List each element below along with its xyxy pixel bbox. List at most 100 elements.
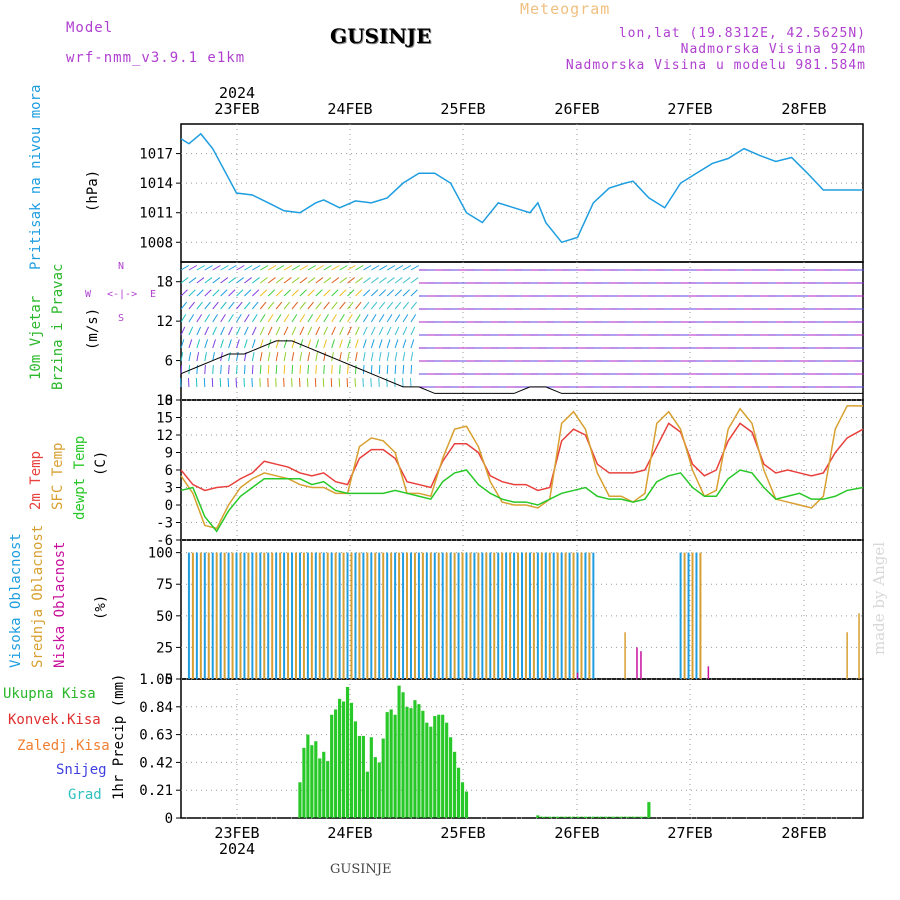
meteogram-label: Meteogram (520, 0, 611, 18)
wind-arrow (386, 364, 389, 375)
wind-arrow (243, 339, 248, 349)
wind-arrow (386, 301, 394, 310)
wind-arrow (323, 364, 325, 375)
wind-arrow (291, 352, 295, 362)
wind-arrow (386, 289, 395, 297)
wind-arrow (402, 265, 412, 271)
precip-bar (385, 712, 389, 818)
precip-bar (401, 692, 405, 818)
date-label-bottom: 26FEB (554, 824, 599, 842)
ytick-label-precip: 0.84 (139, 700, 173, 716)
wind-arrow (220, 301, 227, 310)
date-label-bottom: 23FEB (214, 824, 259, 842)
wind-arrow (323, 301, 330, 310)
wind-arrow (354, 339, 359, 349)
wind-arrow (236, 352, 239, 362)
wind-arrow (315, 339, 320, 349)
wind-arrow (180, 326, 186, 336)
precip-bar (397, 685, 401, 818)
wind-arrow (188, 326, 194, 336)
wind-arrow (196, 352, 200, 362)
wind-arrow (196, 326, 202, 336)
ytick-label-pressure: 1008 (139, 235, 173, 251)
wind-arrow (315, 277, 324, 284)
wind-arrow (188, 339, 193, 349)
wind-arrow (339, 364, 341, 375)
wind-arrow (267, 265, 277, 271)
date-label-top: 26FEB (554, 100, 599, 118)
wind-arrow (363, 277, 371, 284)
wind-arrow (386, 352, 390, 362)
precip-bar (349, 702, 354, 818)
wind-arrow (291, 314, 298, 323)
wind-arrow (355, 301, 362, 310)
wind-arrow (228, 277, 237, 284)
precip-bar (453, 751, 457, 818)
precip-bar (567, 816, 572, 818)
wind-arrow (339, 289, 347, 297)
wind-arrow (402, 289, 410, 297)
wind-arrow (378, 314, 385, 323)
wind-arrow (378, 352, 382, 362)
temp-label-3: dewpt Temp (72, 435, 88, 520)
wind-label-1: 10m Vjetar (28, 295, 44, 380)
ytick-label-precip: 0.21 (139, 783, 173, 799)
wind-arrow (323, 326, 329, 336)
precip-bar (393, 714, 397, 818)
wind-arrow (196, 289, 204, 297)
ytick-label-temp: -3 (156, 516, 173, 532)
wind-arrow (323, 352, 326, 362)
precip-unit: 1hr Precip (mm) (111, 673, 127, 800)
wind-arrow (394, 289, 402, 297)
wind-arrow (307, 326, 313, 336)
wind-arrow (259, 289, 268, 297)
temp-label-1: 2m Temp (28, 450, 44, 510)
cloud-label-1: Visoka Oblacnost (8, 533, 24, 668)
wind-arrow (275, 364, 278, 375)
precip-bar (619, 816, 623, 818)
wind-arrow (228, 339, 232, 349)
wind-arrow (251, 314, 258, 323)
wind-arrow (339, 265, 348, 271)
wind-arrow (347, 364, 349, 375)
wind-arrow (283, 289, 291, 297)
wind-arrow (299, 277, 308, 284)
wind-arrow (347, 265, 356, 271)
precip-bar (599, 816, 603, 818)
wind-arrow (259, 301, 267, 310)
wind-arrow (402, 301, 410, 310)
ytick-label-cloud: 0 (165, 672, 173, 688)
wind-arrow (196, 265, 205, 271)
wind-arrow (204, 339, 209, 349)
wind-arrow (362, 339, 367, 349)
wind-arrow (180, 301, 188, 310)
wind-arrow (355, 314, 361, 323)
model-label: Model (66, 20, 114, 36)
wind-arrow (363, 265, 372, 271)
wind-arrow (362, 352, 366, 362)
wind-arrow (315, 314, 322, 323)
wind-arrow (347, 277, 356, 284)
precip-bar (437, 714, 441, 818)
precip-bar (381, 738, 385, 818)
wind-arrow (196, 301, 203, 310)
date-label-top: 28FEB (781, 100, 826, 118)
wind-arrow (283, 265, 293, 271)
wind-arrow (355, 289, 363, 297)
ytick-label-temp: 0 (165, 498, 173, 514)
wind-arrow (371, 277, 379, 284)
wind-arrow (188, 364, 191, 375)
precip-bar (445, 722, 449, 818)
wind-arrow (410, 289, 418, 297)
date-label-bottom: 28FEB (781, 824, 826, 842)
wind-arrow (347, 314, 353, 323)
temp-line-dewpt-temp (180, 469, 864, 533)
wind-arrow (188, 289, 196, 297)
wind-arrow (323, 289, 331, 297)
wind-arrow (299, 364, 302, 375)
compass-e: E (150, 289, 157, 300)
wind-arrow (378, 339, 383, 349)
precip-bar (405, 706, 409, 818)
wind-arrow (323, 314, 329, 323)
date-label-top: 27FEB (667, 100, 712, 118)
